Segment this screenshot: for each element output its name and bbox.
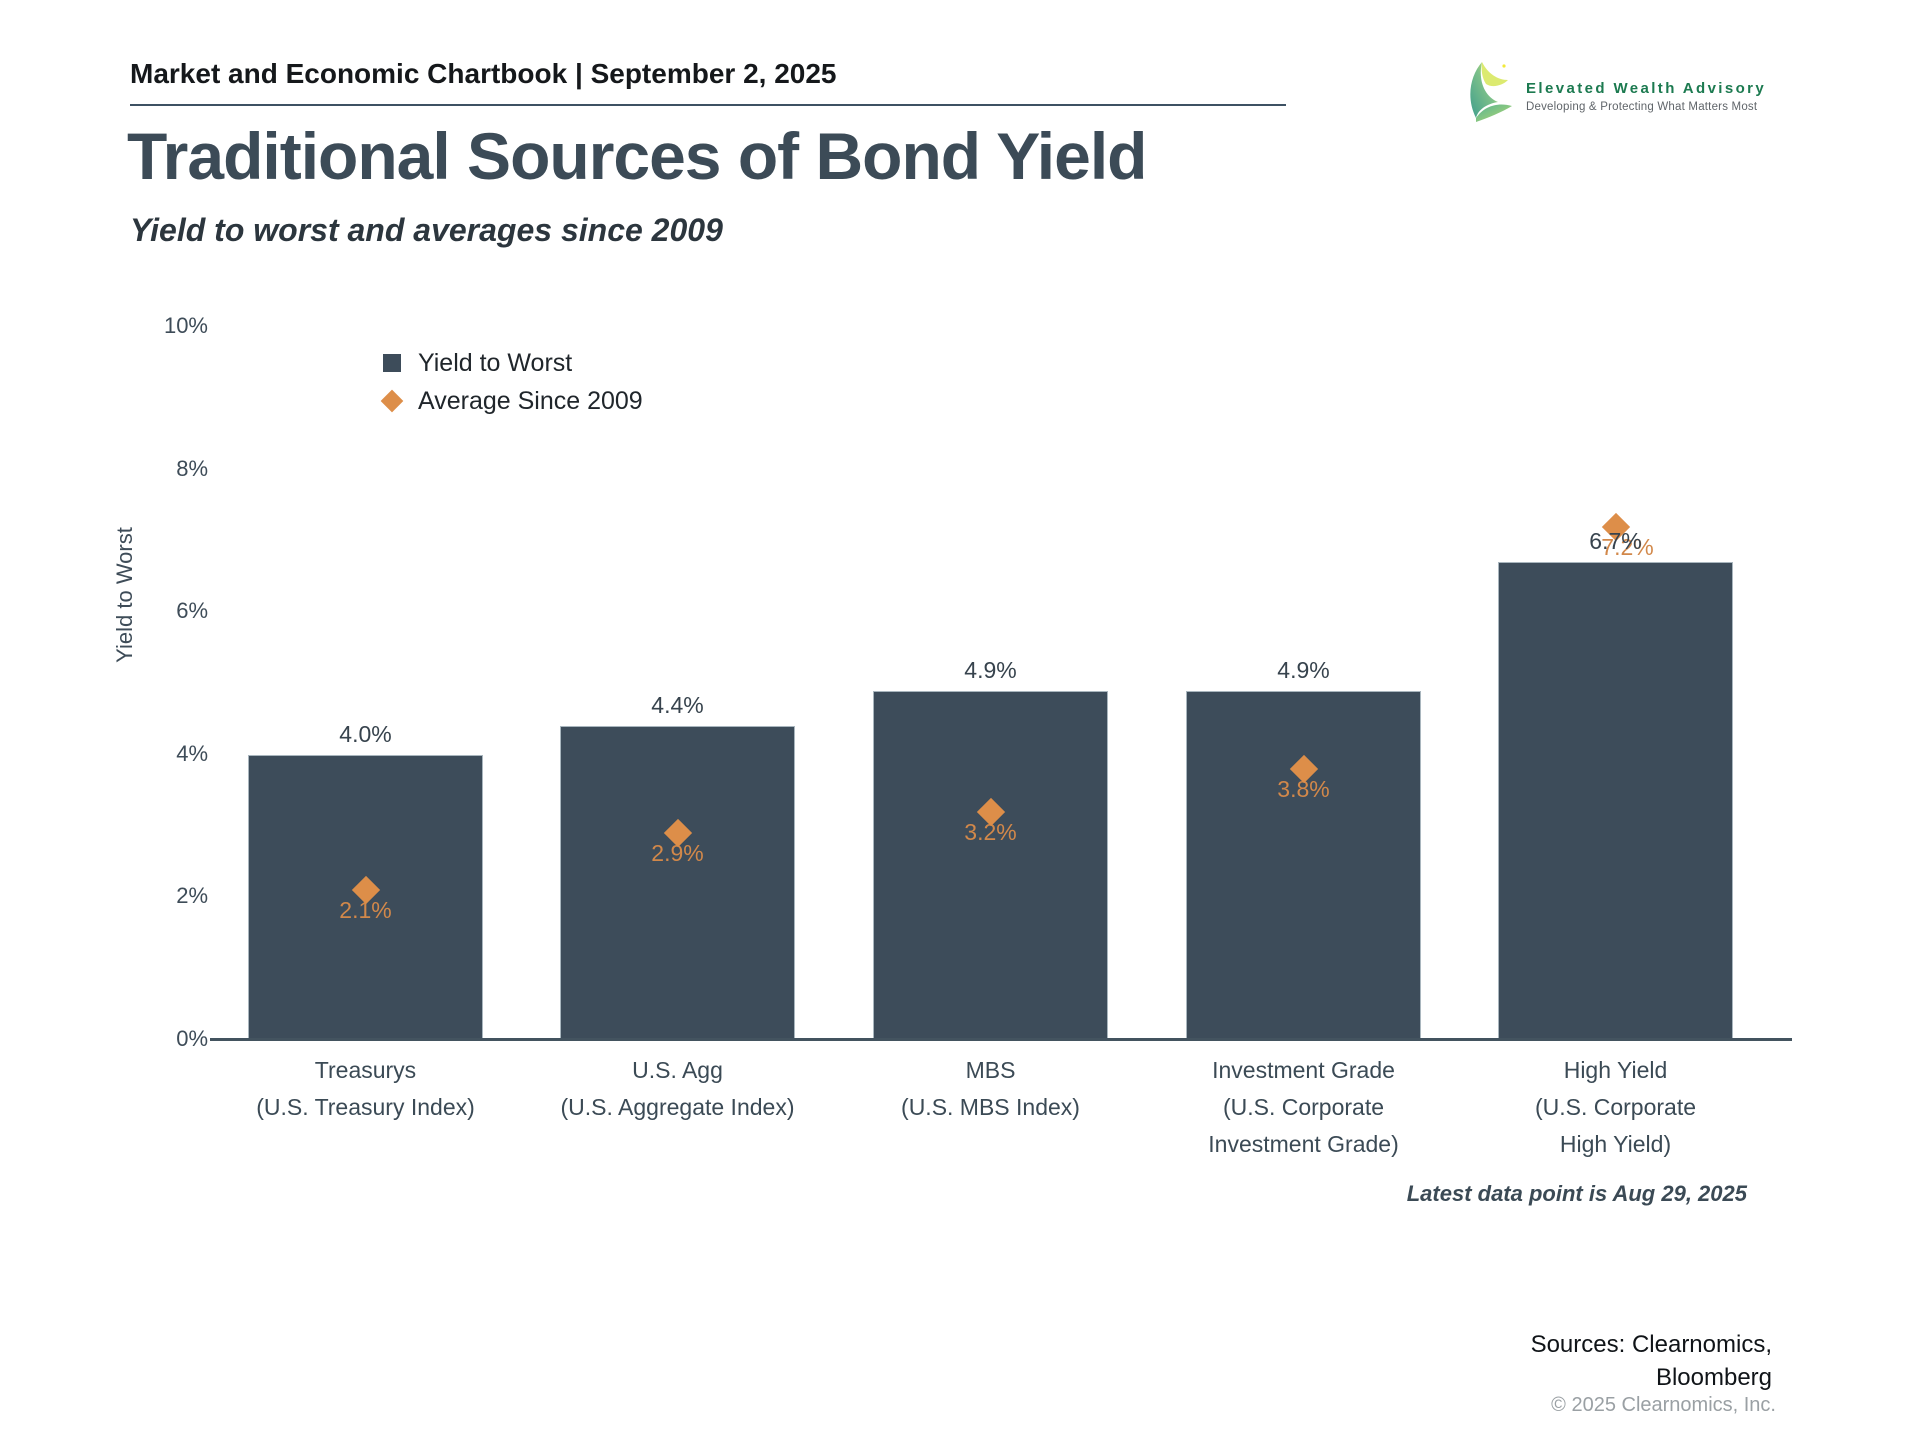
x-category-label-treasurys: Treasurys (U.S. Treasury Index) xyxy=(203,1052,528,1126)
chartbook-header: Market and Economic Chartbook | Septembe… xyxy=(130,58,837,89)
legend-item-yield-to-worst: Yield to Worst xyxy=(383,344,643,382)
x-category-line: Investment Grade) xyxy=(1208,1131,1399,1157)
latest-data-note: Latest data point is Aug 29, 2025 xyxy=(1406,1181,1747,1206)
sources-line: Bloomberg xyxy=(1655,1364,1772,1391)
y-tick-label: 6% xyxy=(176,598,208,624)
x-category-line: (U.S. Corporate xyxy=(1222,1094,1385,1120)
x-category-line: (U.S. Aggregate Index) xyxy=(560,1094,795,1120)
average-value-label-high-yield: 7.2% xyxy=(1601,533,1654,560)
legend-label: Yield to Worst xyxy=(418,348,573,377)
x-category-label-u-s-agg: U.S. Agg (U.S. Aggregate Index) xyxy=(515,1052,840,1126)
x-category-line: (U.S. MBS Index) xyxy=(901,1094,1080,1120)
bar-mbs xyxy=(873,690,1108,1040)
logo-swoosh-icon xyxy=(1470,62,1512,122)
x-category-line: High Yield) xyxy=(1559,1131,1672,1157)
sources-line: Sources: Clearnomics, xyxy=(1530,1331,1772,1358)
diamond-swatch-icon xyxy=(380,389,404,413)
y-tick-label: 2% xyxy=(176,883,208,909)
x-category-line: U.S. Agg xyxy=(632,1057,723,1083)
bar-value-label-mbs: 4.9% xyxy=(964,656,1017,683)
bar-value-label-high-yield: 6.7% xyxy=(1589,528,1642,555)
square-swatch-icon xyxy=(383,354,401,372)
legend-label: Average Since 2009 xyxy=(418,386,643,415)
x-category-label-mbs: MBS (U.S. MBS Index) xyxy=(828,1052,1153,1126)
bar-value-label-treasurys: 4.0% xyxy=(339,720,392,747)
page-subtitle: Yield to worst and averages since 2009 xyxy=(130,212,723,248)
sources-text: Sources: Clearnomics, Bloomberg xyxy=(1300,1328,1772,1394)
x-category-line: Investment Grade xyxy=(1212,1057,1395,1083)
x-category-line: (U.S. Corporate xyxy=(1534,1094,1697,1120)
x-category-line: MBS xyxy=(965,1057,1016,1083)
x-category-line: (U.S. Treasury Index) xyxy=(256,1094,475,1120)
y-axis-title: Yield to Worst xyxy=(112,527,137,663)
logo-tagline: Developing & Protecting What Matters Mos… xyxy=(1526,101,1758,113)
bar-high-yield xyxy=(1498,562,1733,1040)
bar-u-s-agg xyxy=(560,726,795,1040)
x-category-label-high-yield: High Yield (U.S. Corporate High Yield) xyxy=(1453,1052,1778,1163)
x-axis-line xyxy=(210,1038,1792,1041)
chart-legend: Yield to Worst Average Since 2009 xyxy=(380,344,643,420)
logo-text: Elevated Wealth Advisory Developing & Pr… xyxy=(1526,60,1766,113)
y-tick-label: 0% xyxy=(176,1026,208,1051)
x-category-label-investment-grade: Investment Grade (U.S. Corporate Investmen… xyxy=(1141,1052,1466,1163)
copyright-text: © 2025 Clearnomics, Inc. xyxy=(1551,1394,1776,1416)
logo-name: Elevated Wealth Advisory xyxy=(1526,80,1767,97)
y-tick-label: 10% xyxy=(163,313,208,338)
header-divider xyxy=(130,104,1286,106)
bar-value-label-investment-grade: 4.9% xyxy=(1277,656,1330,683)
company-logo: Elevated Wealth Advisory Developing & Pr… xyxy=(1468,60,1766,126)
y-tick-label: 4% xyxy=(176,740,208,766)
y-tick-label: 8% xyxy=(176,455,208,481)
bar-value-label-u-s-agg: 4.4% xyxy=(651,692,704,719)
legend-item-average-since-2009: Average Since 2009 xyxy=(380,382,643,420)
bar-investment-grade xyxy=(1186,690,1421,1040)
x-category-line: High Yield xyxy=(1563,1057,1668,1083)
x-category-line: Treasurys xyxy=(314,1057,417,1083)
page-title: Traditional Sources of Bond Yield xyxy=(127,119,1147,193)
